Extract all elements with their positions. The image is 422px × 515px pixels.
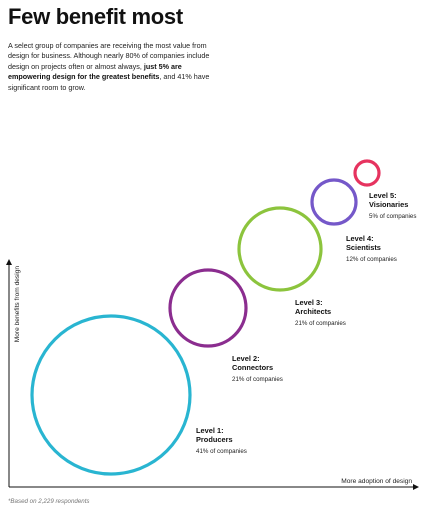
level-3-label: Level 3:	[295, 298, 323, 307]
intro-text-highlight: just 5% are empowering design for the gr…	[8, 61, 182, 82]
level-5-name: Visionaries	[369, 200, 408, 209]
level-5-percent: 5% of companies	[369, 213, 416, 220]
level-4-label: Level 4:	[346, 234, 374, 243]
bubble-level-1	[30, 314, 192, 476]
y-axis-label: More benefits from design	[14, 266, 21, 343]
bubble-group: Level 1:Producers 41% of companies Level 2…	[30, 159, 416, 476]
level-4-percent: 12% of companies	[346, 256, 397, 263]
level-3-percent: 21% of companies	[295, 320, 346, 327]
level-4-name: Scientists	[346, 243, 381, 252]
bubble-level-4	[310, 178, 358, 226]
level-2-label: Level 2:	[232, 354, 260, 363]
level-1-name: Producers	[196, 435, 233, 444]
page-title: Few benefit most	[8, 4, 183, 29]
bubble-level-5	[353, 159, 381, 187]
level-1-label: Level 1:	[196, 426, 224, 435]
level-1-percent: 41% of companies	[196, 448, 247, 455]
level-3-name: Architects	[295, 307, 331, 316]
footnote: *Based on 2,229 respondents	[8, 498, 90, 505]
bubble-level-2	[168, 268, 248, 348]
bubble-level-3	[237, 206, 323, 292]
level-2-percent: 21% of companies	[232, 376, 283, 383]
level-5-label: Level 5:	[369, 191, 397, 200]
intro-paragraph: A select group of companies are receivin…	[8, 41, 223, 93]
x-axis-label: More adoption of design	[341, 478, 412, 485]
intro-text-end: , and 41% have significant room to grow.	[8, 72, 210, 92]
level-2-name: Connectors	[232, 363, 273, 372]
intro-text-start: A select group of companies are receivin…	[8, 41, 210, 71]
